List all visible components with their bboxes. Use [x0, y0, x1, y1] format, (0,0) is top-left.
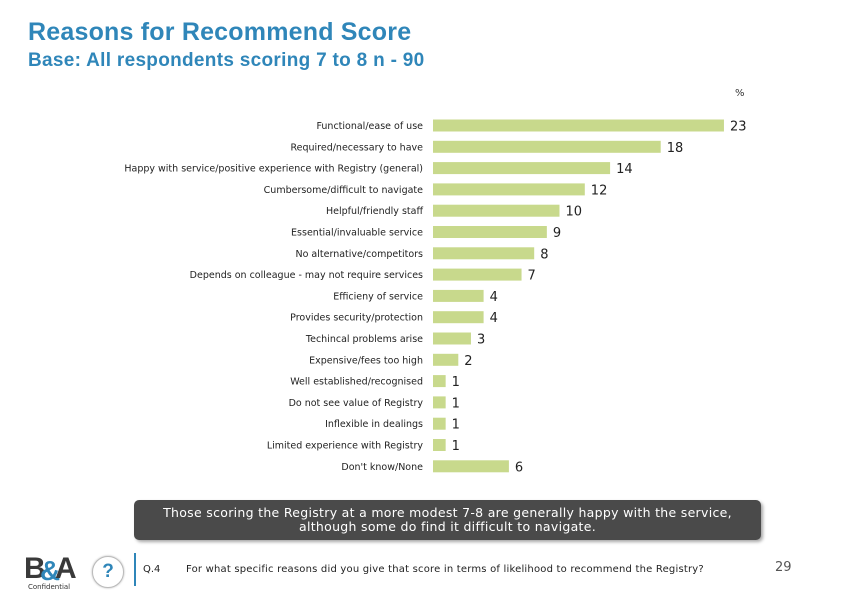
- value-label: 3: [477, 333, 485, 348]
- value-label: 18: [667, 141, 684, 156]
- value-label: 1: [452, 439, 460, 454]
- category-label: Techincal problems arise: [305, 334, 423, 345]
- bar: [433, 396, 446, 409]
- value-label: 2: [464, 354, 472, 369]
- bar: [433, 247, 535, 260]
- bar: [433, 204, 560, 217]
- category-label: No alternative/competitors: [295, 249, 423, 260]
- value-label: 6: [515, 460, 523, 475]
- category-label: Do not see value of Registry: [289, 398, 424, 409]
- value-label: 4: [490, 290, 498, 305]
- question-mark-icon: ?: [92, 556, 124, 588]
- value-label: 1: [452, 375, 460, 390]
- svg-text:A: A: [55, 552, 76, 584]
- category-label: Depends on colleague - may not require s…: [190, 270, 423, 281]
- bar: [433, 353, 459, 366]
- category-label: Limited experience with Registry: [267, 441, 424, 452]
- footer-divider: [134, 553, 136, 586]
- page-subtitle: Base: All respondents scoring 7 to 8 n -…: [28, 50, 425, 71]
- bar: [433, 460, 509, 473]
- svg-text:&: &: [40, 555, 60, 584]
- category-label: Happy with service/positive experience w…: [124, 164, 423, 175]
- category-label: Well established/recognised: [290, 377, 423, 388]
- category-label: Helpful/friendly staff: [326, 206, 423, 217]
- value-label: 23: [730, 120, 747, 135]
- category-label: Expensive/fees too high: [309, 355, 423, 366]
- company-logo: B & A: [22, 550, 76, 584]
- bar: [433, 417, 446, 430]
- callout-line-1: Those scoring the Registry at a more mod…: [163, 505, 732, 520]
- value-label: 14: [616, 162, 633, 177]
- callout-line-2: although some do find it difficult to na…: [298, 519, 597, 534]
- category-label: Provides security/protection: [290, 313, 423, 324]
- page-number: 29: [775, 560, 792, 575]
- bar: [433, 332, 471, 345]
- bar: [433, 289, 484, 302]
- callout-box: Those scoring the Registry at a more mod…: [134, 500, 761, 540]
- value-label: 8: [540, 247, 548, 262]
- value-label: 12: [591, 183, 608, 198]
- question-text: For what specific reasons did you give t…: [186, 564, 704, 575]
- value-label: 10: [566, 205, 583, 220]
- question-number: Q.4: [143, 564, 161, 575]
- bar: [433, 226, 547, 238]
- category-label: Inflexible in dealings: [325, 419, 423, 430]
- category-label: Cumbersome/difficult to navigate: [264, 185, 423, 196]
- value-label: 4: [490, 311, 498, 326]
- bar: [433, 375, 446, 388]
- confidential-label: Confidential: [28, 583, 71, 591]
- bar: [433, 268, 522, 281]
- value-label: 1: [452, 396, 460, 411]
- category-label: Essential/invaluable service: [291, 228, 423, 239]
- unit-label: %: [735, 88, 745, 99]
- page-title: Reasons for Recommend Score: [28, 18, 412, 46]
- value-label: 1: [452, 418, 460, 433]
- value-label: 7: [528, 269, 536, 284]
- value-label: 9: [553, 226, 561, 241]
- bar: [433, 183, 585, 196]
- category-label: Functional/ease of use: [316, 121, 423, 132]
- bar: [433, 162, 611, 175]
- category-label: Efficieny of service: [333, 291, 423, 302]
- category-label: Don't know/None: [341, 462, 423, 473]
- bar: [433, 119, 724, 132]
- bar: [433, 140, 661, 153]
- bar: [433, 439, 446, 451]
- category-label: Required/necessary to have: [290, 142, 423, 153]
- bar-chart: Functional/ease of use 23 Required/necessa…: [124, 119, 747, 475]
- bar: [433, 311, 484, 324]
